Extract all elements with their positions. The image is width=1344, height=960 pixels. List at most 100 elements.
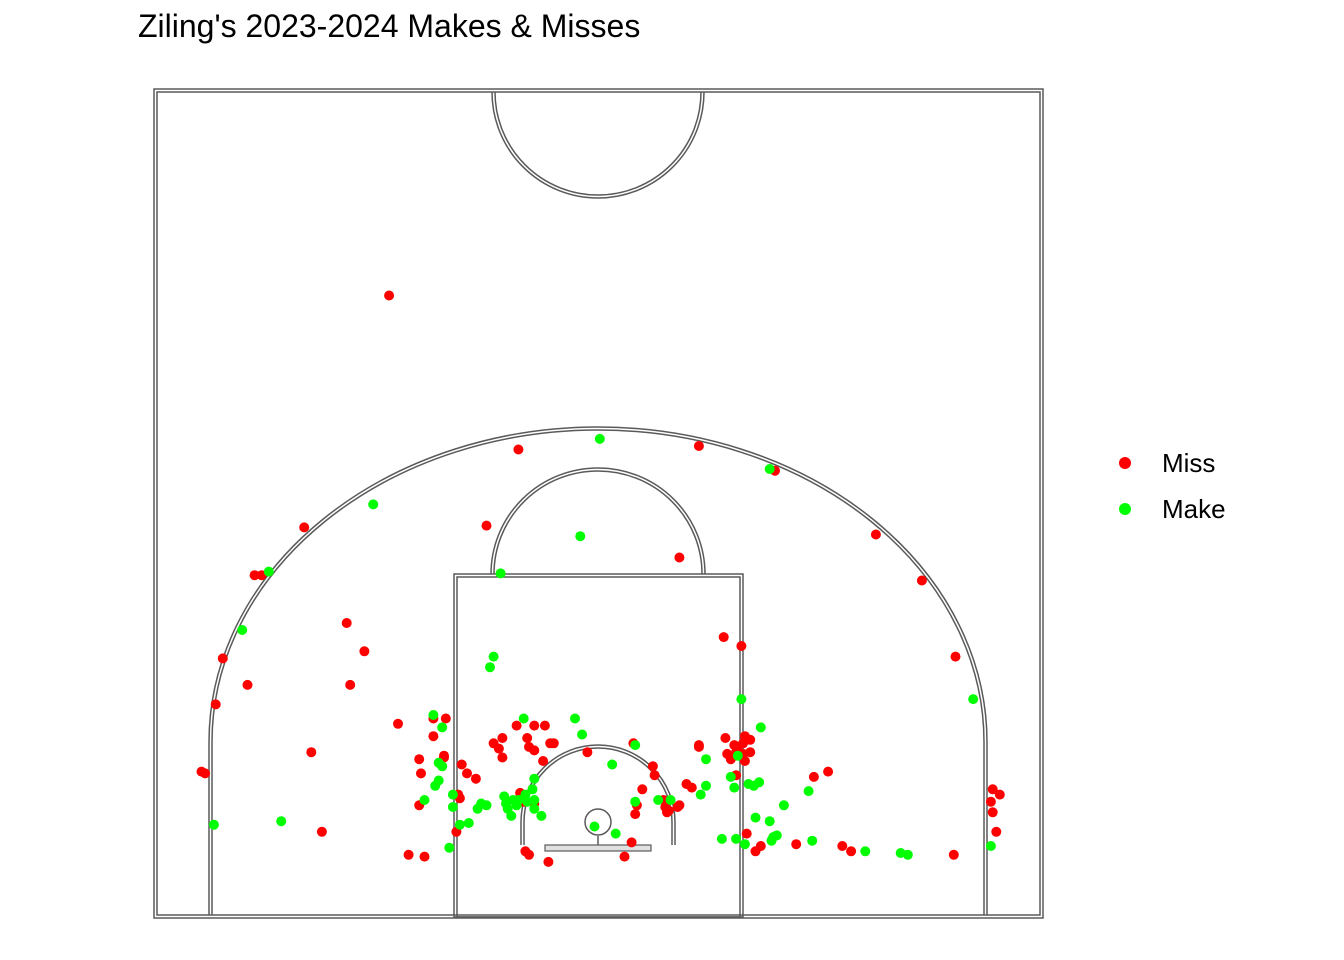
shot-point-make [522,796,533,807]
rim [584,808,612,836]
shot-point-make [529,803,540,814]
legend-label-make: Make [1162,493,1226,524]
shot-point-miss [948,849,959,860]
shot-point-miss [686,782,697,793]
three-point-line-inner [211,429,985,915]
shot-point-make [902,849,913,860]
shot-point-make [695,789,706,800]
shot-point-miss [823,766,834,777]
shot-point-make [444,842,455,853]
shot-point-miss [393,718,403,729]
shot-point-make [430,780,441,791]
shot-point-miss [808,771,819,782]
shot-point-miss [456,759,467,770]
legend-label-miss: Miss [1162,447,1216,478]
shot-point-miss [750,846,761,857]
shot-point-miss [674,552,685,563]
shot-point-miss [720,733,731,743]
shot-point-make [755,722,766,733]
shot-point-make [732,750,743,761]
shot-point-miss [249,570,260,581]
shot-point-miss [846,846,857,857]
center-circle-outer [491,91,705,199]
shot-point-miss [994,789,1005,800]
shot-point-miss [439,750,449,761]
shot-point-make [807,835,818,846]
shot-points [196,290,1005,867]
shot-point-make [527,784,538,795]
shot-point-make [589,821,600,832]
shot-point-miss [341,618,352,628]
legend: Miss Make [1112,440,1226,532]
shot-point-make [630,796,641,807]
shot-point-make [263,566,274,577]
shot-point-miss [674,800,685,811]
shot-point-make [716,833,727,844]
shot-point-make [208,819,219,830]
shot-point-make [968,694,979,705]
shot-point-make [506,810,517,821]
shot-point-make [739,839,750,850]
shot-point-miss [987,807,998,818]
shot-point-make [454,819,465,830]
shot-point-miss [384,290,395,301]
shot-point-miss [416,768,426,779]
shot-point-make [463,818,474,828]
shot-point-make [750,812,761,823]
shot-point-make [985,841,996,851]
shot-point-miss [522,733,533,743]
shot-point-make [860,846,871,857]
shot-point-miss [316,826,327,837]
shot-point-make [428,710,439,720]
shot-point-miss [345,679,356,690]
shot-point-miss [210,699,221,710]
shot-point-miss [837,841,848,851]
shot-point-miss [462,768,472,779]
shot-point-make [518,713,529,724]
shot-point-miss [649,770,660,781]
shot-point-miss [414,754,425,765]
shot-point-miss [693,741,704,752]
shot-point-miss [497,733,508,743]
shot-point-miss [630,809,641,820]
shot-point-miss [529,720,540,731]
shot-point-make [495,568,506,579]
shot-point-make [803,786,814,797]
shot-point-make [610,828,621,839]
shot-point-make [701,780,711,791]
shot-point-miss [736,641,747,651]
court-outline-outer [153,88,1044,919]
shot-point-miss [299,522,310,533]
shot-point-miss [916,575,927,586]
shot-point-miss [870,529,881,540]
shot-point-miss [511,720,522,731]
shot-point-miss [359,646,370,657]
chart-title: Ziling's 2023-2024 Makes & Misses [138,8,641,44]
legend-dot-miss [1119,457,1131,469]
shot-point-miss [539,720,550,731]
shot-point-make [447,802,458,812]
legend-item-miss: Miss [1112,440,1226,486]
shot-point-make [771,830,782,841]
shot-point-miss [987,784,998,795]
shot-point-make [529,773,540,784]
free-throw-arc-outer [490,467,706,575]
shot-point-miss [663,805,674,816]
court-outline-inner [156,91,1041,916]
shot-point-make [653,795,664,805]
shot-point-make [764,816,775,827]
shot-point-miss [729,740,740,751]
shot-point-miss [403,849,414,860]
shot-point-make [594,433,605,444]
shot-point-miss [419,851,430,862]
shot-point-make [701,754,711,765]
shot-point-make [488,651,499,662]
shot-point-make [485,662,495,673]
shot-point-miss [242,679,253,690]
shot-point-make [419,795,430,805]
shot-point-miss [543,856,554,867]
shot-point-miss [791,839,802,850]
center-circle-inner [494,91,702,196]
shot-point-miss [524,849,534,860]
